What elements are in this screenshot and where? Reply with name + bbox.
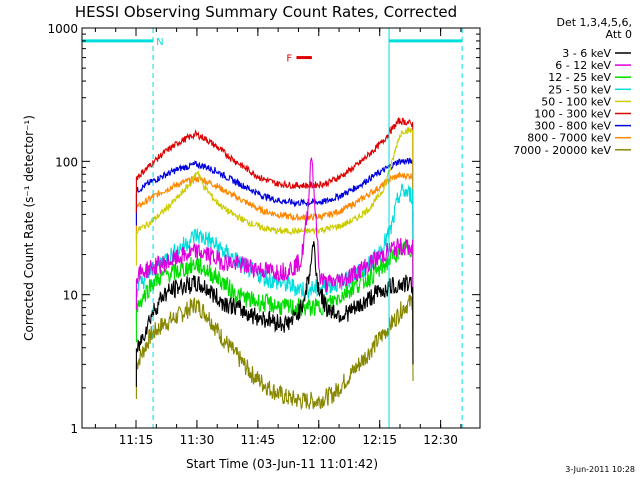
series-100-300-kev xyxy=(135,117,414,213)
x-tick-label: 12:15 xyxy=(362,433,397,447)
x-tick-label: 12:00 xyxy=(301,433,336,447)
series-7000-20000-kev xyxy=(135,294,414,411)
legend-header-line-1: Det 1,3,4,5,6, xyxy=(556,16,632,29)
legend-label-3-6-kev: 3 - 6 keV xyxy=(562,47,611,60)
x-tick-label: 11:30 xyxy=(180,433,215,447)
y-tick-label: 1000 xyxy=(47,22,78,36)
legend-label-300-800-kev: 300 - 800 keV xyxy=(534,120,611,133)
legend-label-800-7000-kev: 800 - 7000 keV xyxy=(527,132,611,145)
legend-label-50-100-kev: 50 - 100 keV xyxy=(541,95,611,108)
series-12-25-kev xyxy=(135,240,414,343)
flag-n-label: N xyxy=(156,37,163,48)
flag-layer: NF xyxy=(82,28,463,428)
y-tick-label: 10 xyxy=(63,289,78,303)
series-300-800-kev xyxy=(135,157,414,242)
x-tick-label: 11:15 xyxy=(119,433,154,447)
legend-label-6-12-kev: 6 - 12 keV xyxy=(555,59,611,72)
x-axis-label: Start Time (03-Jun-11 11:01:42) xyxy=(186,457,378,471)
legend-label-12-25-kev: 12 - 25 keV xyxy=(548,71,611,84)
legend-label-7000-20000-kev: 7000 - 20000 keV xyxy=(513,144,611,157)
corner-date: 3-Jun-2011 10:28 xyxy=(565,465,635,474)
y-axis-label: Corrected Count Rate (s⁻¹ detector⁻¹) xyxy=(22,115,36,341)
series-6-12-kev xyxy=(135,156,414,330)
plot-frame xyxy=(81,27,481,429)
series-layer xyxy=(135,117,414,411)
series-800-7000-kev xyxy=(135,170,414,257)
flag-f-label: F xyxy=(286,54,292,65)
chart-title: HESSI Observing Summary Count Rates, Cor… xyxy=(75,3,457,21)
y-tick-label: 100 xyxy=(55,155,78,169)
series-50-100-kev xyxy=(135,126,414,266)
x-tick-label: 11:45 xyxy=(241,433,276,447)
y-tick-label: 1 xyxy=(70,422,78,436)
axis-layer: 11:15 11:30 11:45 12:00 12:15 12:30 1 10 100 1000 xyxy=(47,22,480,447)
legend-label-100-300-kev: 100 - 300 keV xyxy=(534,108,611,121)
legend-header-line-2: Att 0 xyxy=(606,28,632,41)
series-3-6-kev xyxy=(135,241,414,387)
x-tick-label: 12:30 xyxy=(423,433,458,447)
legend-label-25-50-kev: 25 - 50 keV xyxy=(548,83,611,96)
